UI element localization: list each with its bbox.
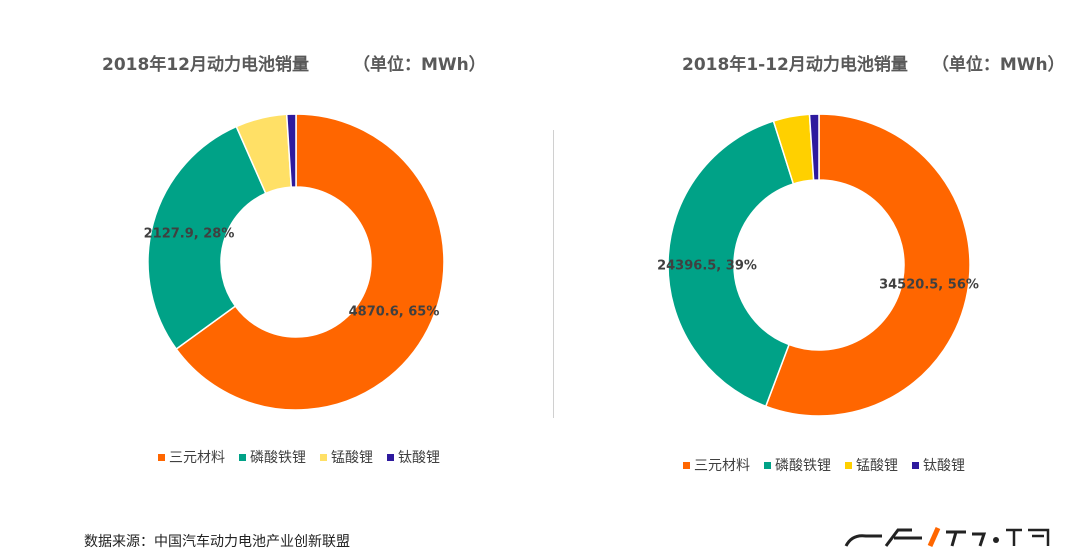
legend-label: 钛酸锂 (923, 458, 965, 474)
legend-item-0: 三元材料 (683, 455, 750, 475)
donut-slice-0 (175, 113, 445, 411)
legend-swatch (764, 461, 771, 469)
legend-label: 三元材料 (169, 450, 225, 466)
legend-label: 锰酸锂 (331, 450, 373, 466)
chart-unit-text: （单位：MWh） (931, 55, 1065, 75)
legend-label: 磷酸铁锂 (775, 458, 831, 474)
legend-item-3: 钛酸锂 (387, 447, 440, 467)
chart-title-annual: 2018年1-12月动力电池销量 （单位：MWh） (682, 50, 1065, 75)
brand-logo (844, 526, 1050, 548)
panel-divider (553, 130, 554, 418)
chart-title-text: 2018年12月动力电池销量 (102, 55, 309, 75)
chart-unit-text: （单位：MWh） (352, 55, 486, 75)
legend-item-1: 磷酸铁锂 (764, 455, 831, 475)
legend-item-2: 锰酸锂 (320, 447, 373, 467)
donut-slice-3 (808, 113, 820, 181)
legend-label: 三元材料 (694, 458, 750, 474)
legend-swatch (387, 453, 394, 461)
data-label-0: 4870.6, 65% (349, 305, 440, 320)
legend-item-3: 钛酸锂 (912, 455, 965, 475)
donut-chart-annual: 34520.5, 56% 24396.5, 39% (657, 113, 979, 417)
data-label-1: 24396.5, 39% (657, 259, 757, 274)
legend-monthly: 三元材料 磷酸铁锂 锰酸锂 钛酸锂 (158, 447, 440, 467)
legend-swatch (320, 453, 327, 461)
legend-swatch (239, 453, 246, 461)
donut-slice-0 (764, 113, 971, 417)
legend-item-1: 磷酸铁锂 (239, 447, 306, 467)
legend-annual: 三元材料 磷酸铁锂 锰酸锂 钛酸锂 (683, 455, 965, 475)
legend-swatch (158, 453, 165, 461)
legend-item-0: 三元材料 (158, 447, 225, 467)
chart-panel-monthly: 2018年12月动力电池销量 （单位：MWh） 4870.6, 65% 2127.9… (0, 0, 540, 500)
legend-label: 锰酸锂 (856, 458, 898, 474)
donut-chart-monthly: 4870.6, 65% 2127.9, 28% (144, 113, 445, 411)
data-source-note: 数据来源：中国汽车动力电池产业创新联盟 (84, 534, 350, 550)
data-label-0: 34520.5, 56% (879, 278, 979, 293)
legend-item-2: 锰酸锂 (845, 455, 898, 475)
donut-slice-1 (147, 125, 267, 351)
legend-label: 磷酸铁锂 (250, 450, 306, 466)
chart-panel-annual: 2018年1-12月动力电池销量 （单位：MWh） 34520.5, 56% 243… (540, 0, 1080, 500)
donut-slice-1 (667, 120, 795, 408)
legend-swatch (683, 461, 690, 469)
legend-swatch (912, 461, 919, 469)
chart-title-monthly: 2018年12月动力电池销量 （单位：MWh） (102, 50, 486, 75)
chart-title-text: 2018年1-12月动力电池销量 (682, 55, 908, 75)
data-label-1: 2127.9, 28% (144, 227, 235, 242)
legend-swatch (845, 461, 852, 469)
legend-label: 钛酸锂 (398, 450, 440, 466)
donut-slice-3 (285, 113, 297, 188)
